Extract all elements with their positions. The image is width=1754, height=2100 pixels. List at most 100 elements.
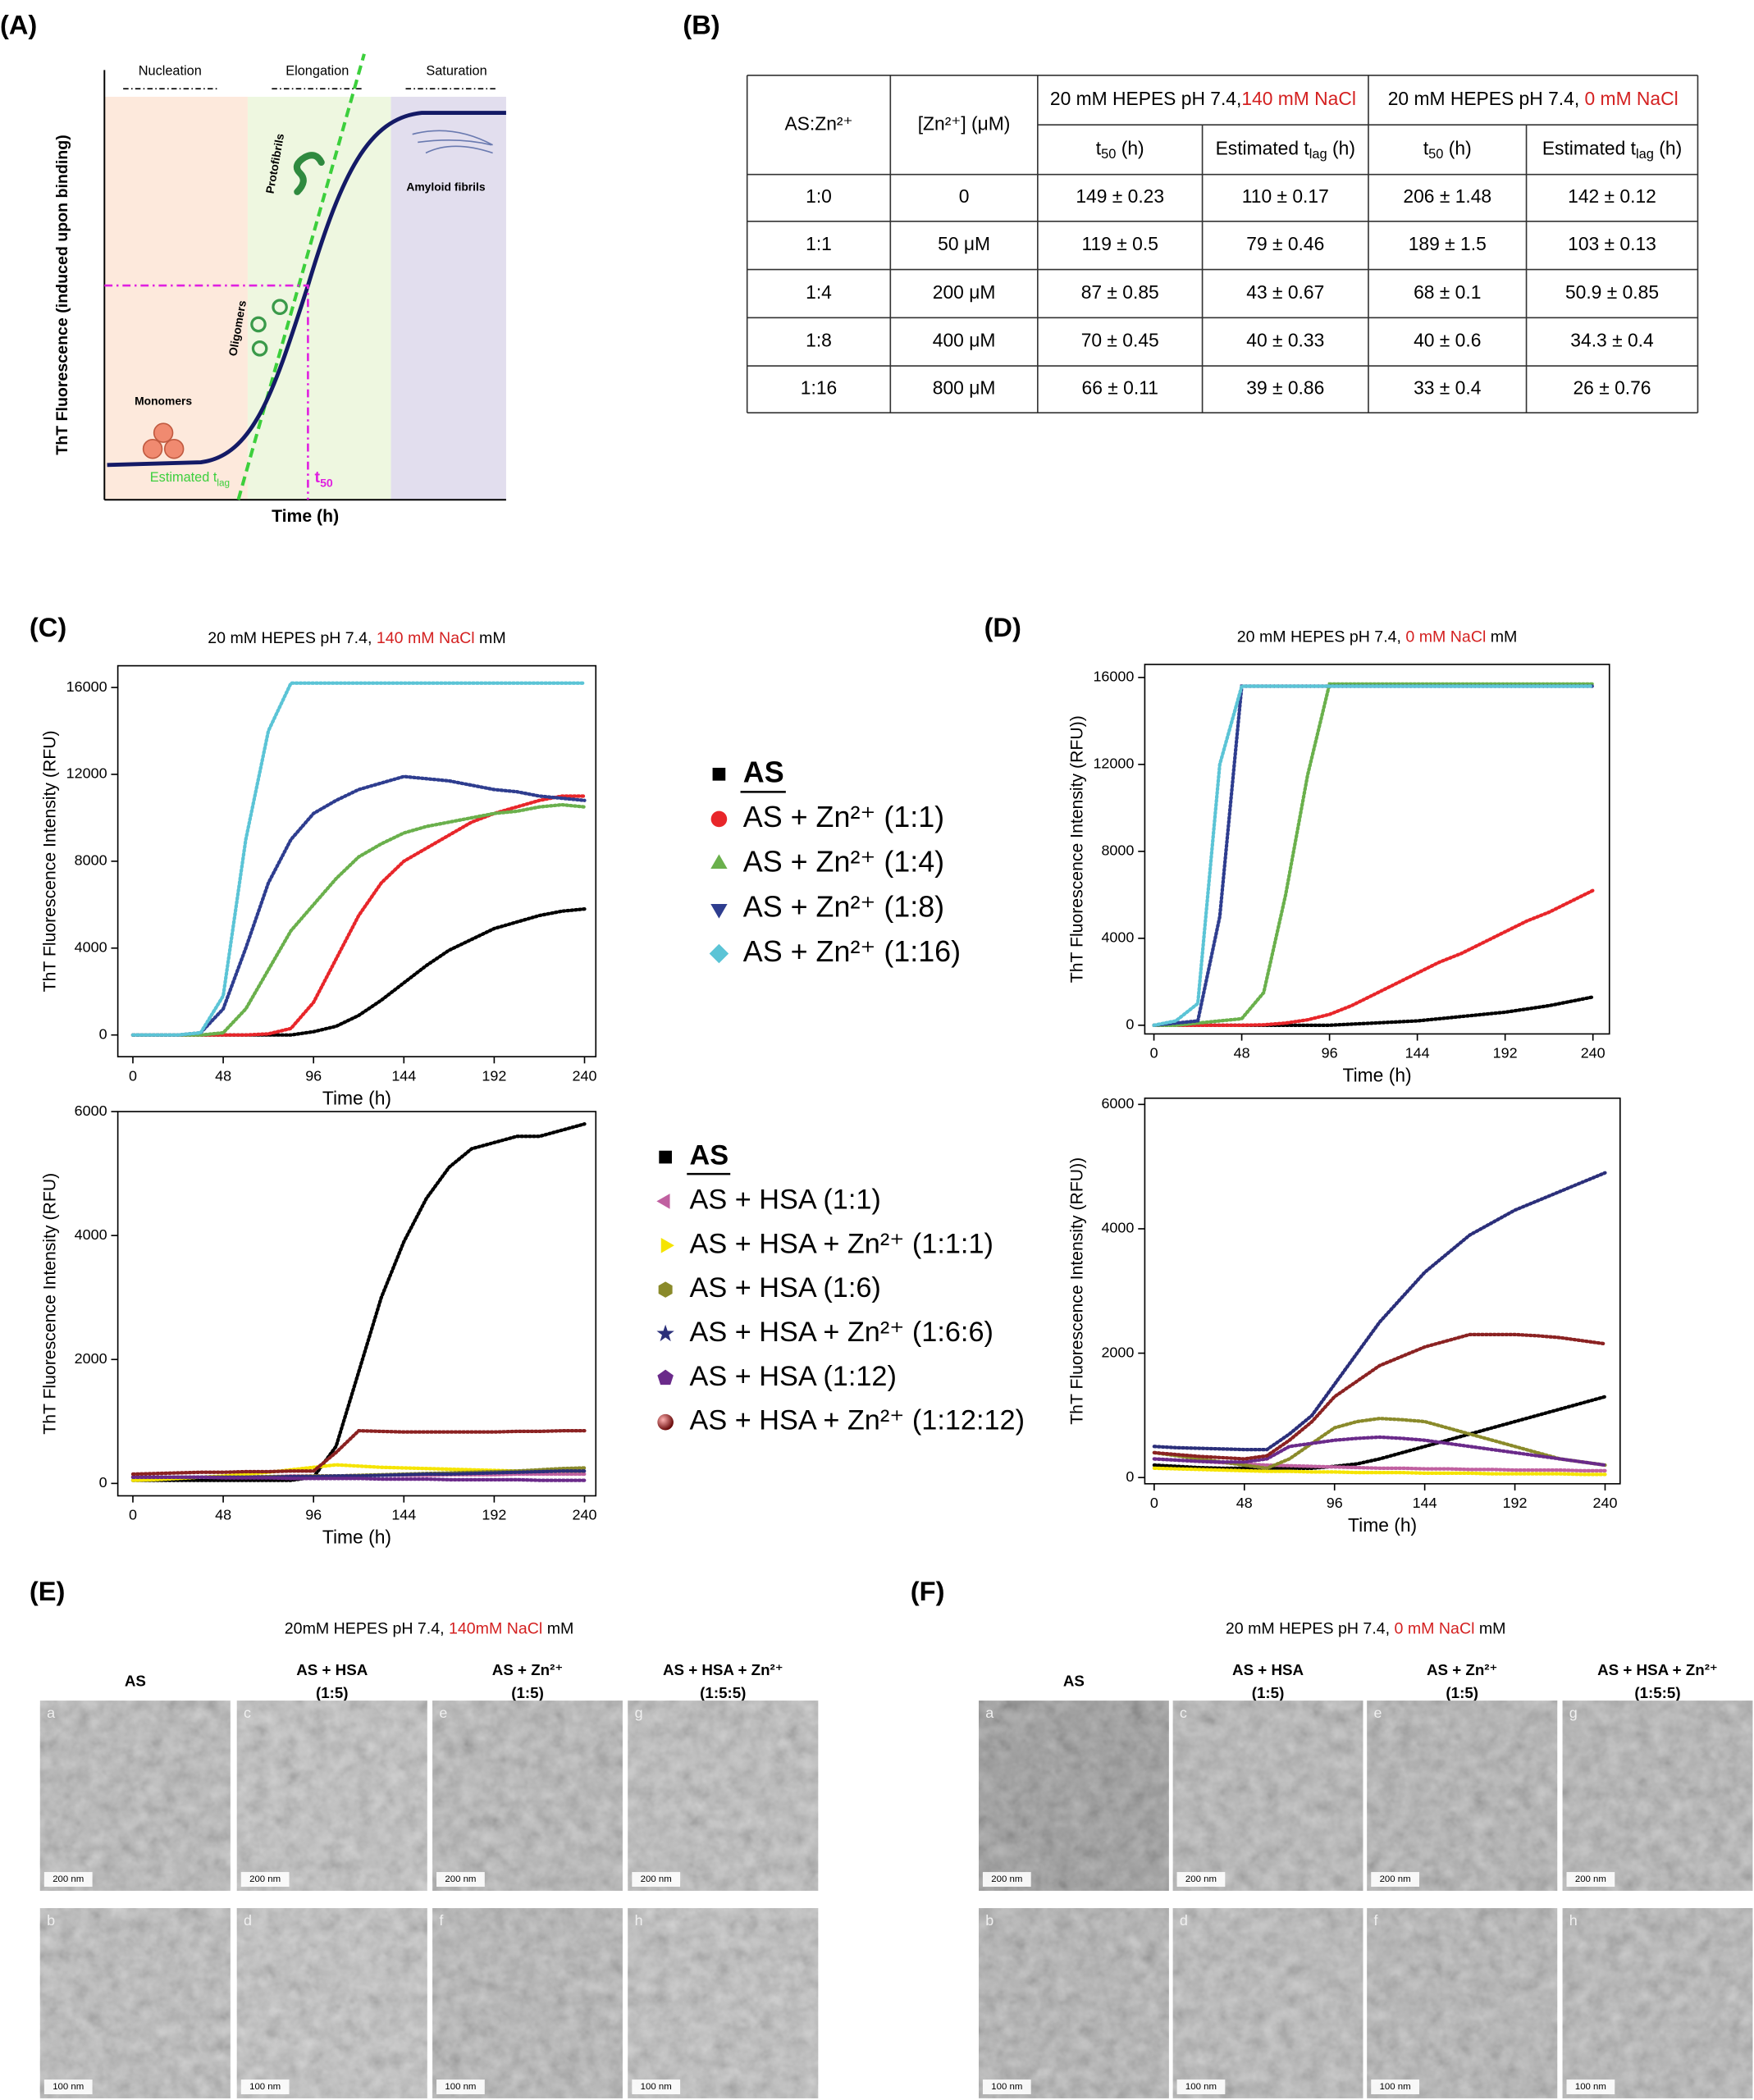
x-tick-label: 48 [215, 1507, 231, 1523]
tem-texture [979, 1908, 1169, 2098]
tem-texture [432, 1701, 623, 1891]
y-axis-label: ThT Fluorescence Intensity (RFU)) [1067, 715, 1086, 983]
x-tick-label: 0 [1150, 1495, 1158, 1511]
protofibril-icon [293, 152, 325, 195]
chart-title-part: mM [475, 629, 506, 647]
sub-header: Estimated tlag (h) [1542, 137, 1682, 162]
panel-label: (D) [984, 612, 1021, 642]
t50-label-part: 50 [320, 476, 333, 489]
plot-frame [1144, 1097, 1621, 1485]
chart: 0 48 96 144 192 240 0 2000 4000 6000 Time (h) ThT F… [41, 1102, 597, 1548]
fibril-icons [412, 130, 493, 154]
table-cell: 1:4 [806, 281, 832, 303]
y-tick-label: 8000 [1101, 842, 1134, 859]
scale-bar-label: 100 nm [641, 2082, 672, 2092]
scale-bar-box [1176, 1872, 1226, 1888]
table-cell: 70 ± 0.45 [1081, 330, 1159, 351]
y-tick-label: 16000 [1093, 669, 1134, 685]
x-tick-label: 192 [1503, 1495, 1528, 1511]
table-cell: 50 μM [938, 233, 990, 254]
data-series [1152, 1466, 1607, 1477]
x-axis-label: Time (h) [322, 1527, 391, 1548]
y-tick-label: 0 [99, 1474, 107, 1491]
legend-label: AS [743, 756, 784, 788]
scale-bar-label: 100 nm [249, 2082, 281, 2092]
table-cell: 142 ± 0.12 [1568, 185, 1656, 207]
x-tick-label: 96 [1327, 1495, 1343, 1511]
legend-marker [659, 1150, 672, 1164]
scale-bar-label: 100 nm [991, 2082, 1022, 2092]
y-tick-label: 6000 [1101, 1095, 1134, 1112]
y-axis-label: ThT Fluorescence (induced upon binding) [53, 135, 71, 454]
plot-frame [116, 1111, 597, 1497]
y-tick-label: 12000 [1093, 756, 1134, 772]
tem-texture [39, 1908, 231, 2098]
scale-bar-box [632, 2079, 681, 2095]
tem-title-part: 20mM HEPES pH 7.4, [285, 1620, 449, 1638]
data-series [130, 907, 587, 1037]
sub-header-part: lag [1636, 147, 1654, 162]
table-cell: 34.3 ± 0.4 [1570, 330, 1654, 351]
tem-letter: g [635, 1705, 643, 1721]
x-tick-label: 144 [391, 1067, 416, 1084]
legend-marker [658, 1281, 673, 1298]
lag-label-part: Estimated t [150, 470, 217, 485]
y-axis-label: ThT Fluorescence Intensity (RFU) [41, 1173, 60, 1435]
sub-header-part: t [1096, 137, 1102, 158]
y-tick-label: 2000 [75, 1350, 107, 1367]
tem-texture [432, 1908, 623, 2098]
data-series [1152, 1171, 1607, 1452]
legend-label: AS + Zn²⁺ (1:16) [743, 935, 961, 968]
legend: AS AS + Zn²⁺ (1:1) AS + Zn²⁺ (1:4) AS + Zn²… [709, 756, 961, 968]
tem-texture [1367, 1701, 1558, 1891]
scale-bar-box [240, 1872, 290, 1888]
legend-label: AS + HSA (1:12) [690, 1361, 897, 1392]
tem-letter: d [1180, 1912, 1188, 1929]
legend-marker [657, 1413, 674, 1431]
column-header: [Zn²⁺] (μM) [918, 112, 1011, 134]
data-series [1152, 888, 1595, 1027]
tem-column-header: AS + HSA + Zn²⁺ [1597, 1661, 1718, 1678]
tem-texture [1562, 1701, 1753, 1891]
x-tick-label: 0 [129, 1067, 137, 1084]
table-cell: 119 ± 0.5 [1082, 233, 1158, 254]
table-cell: 149 ± 0.23 [1076, 185, 1164, 207]
legend-label: AS + HSA + Zn²⁺ (1:12:12) [690, 1405, 1025, 1436]
x-tick-label: 48 [215, 1067, 231, 1084]
x-tick-label: 48 [1234, 1045, 1250, 1061]
lag-label-part: lag [217, 478, 230, 489]
panel-label: (E) [30, 1576, 66, 1606]
y-tick-label: 0 [1126, 1468, 1134, 1485]
table-cell: 87 ± 0.85 [1081, 281, 1159, 303]
table-cell: 1:0 [806, 185, 832, 207]
sub-header-part: (h) [1443, 137, 1471, 158]
species-label: Monomers [135, 395, 192, 408]
t50-label: t50 [315, 468, 333, 489]
x-tick-label: 144 [391, 1507, 416, 1523]
legend-label: AS + HSA + Zn²⁺ (1:1:1) [690, 1228, 993, 1259]
tem-title: 20mM HEPES pH 7.4, 140mM NaCl mM [285, 1620, 574, 1638]
sub-header-part: 50 [1101, 147, 1116, 162]
table-cell: 189 ± 1.5 [1409, 233, 1487, 254]
chart: 0 48 96 144 192 240 0 4000 8000 12000 16000 Time (h… [41, 664, 596, 1108]
x-tick-label: 96 [305, 1507, 322, 1523]
group-header: 20 mM HEPES pH 7.4,140 mM NaCl [1050, 88, 1356, 109]
saturation-region [391, 96, 506, 500]
x-tick-label: 0 [1150, 1045, 1158, 1061]
x-tick-label: 192 [1493, 1045, 1518, 1061]
table-cell: 39 ± 0.86 [1246, 377, 1324, 399]
x-axis-label: Time (h) [1348, 1514, 1417, 1536]
data-series [130, 802, 587, 1037]
legend-label: AS + HSA + Zn²⁺ (1:6:6) [690, 1317, 993, 1348]
tem-column-header: AS + Zn²⁺ [492, 1661, 563, 1678]
scale-bar-label: 100 nm [1380, 2082, 1411, 2092]
scale-bar-label: 200 nm [249, 1874, 281, 1884]
tem-letter: g [1569, 1705, 1578, 1721]
x-tick-label: 144 [1405, 1045, 1430, 1061]
table-cell: 0 [959, 185, 970, 207]
table-cell: 33 ± 0.4 [1414, 377, 1482, 399]
table-cell: 800 μM [933, 377, 996, 399]
tem-texture [1562, 1908, 1753, 2098]
tem-letter: f [1373, 1912, 1378, 1929]
